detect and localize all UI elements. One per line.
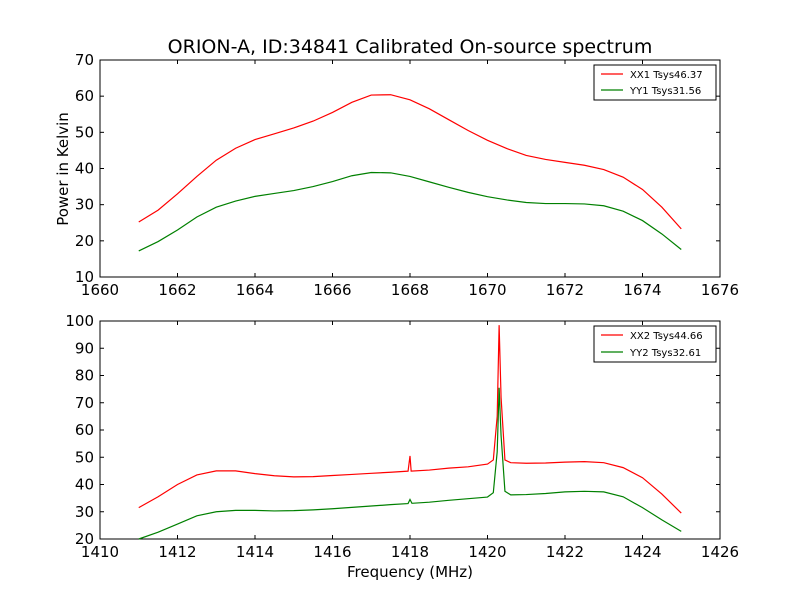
top-x-tick-label: 1676 bbox=[701, 281, 739, 299]
top-x-tick-label: 1674 bbox=[623, 281, 661, 299]
bottom-x-tick-label: 1412 bbox=[158, 543, 196, 561]
chart-title: ORION-A, ID:34841 Calibrated On-source s… bbox=[168, 36, 653, 58]
bottom-y-tick-label: 70 bbox=[75, 394, 94, 412]
bottom-y-tick-label: 20 bbox=[75, 530, 94, 548]
top-series-line-1 bbox=[138, 171, 682, 252]
top-x-tick-label: 1666 bbox=[313, 281, 351, 299]
bottom-y-tick-label: 50 bbox=[75, 448, 94, 466]
top-y-tick-label: 40 bbox=[75, 160, 94, 178]
top-series-line-0 bbox=[138, 94, 682, 230]
top-legend-box bbox=[593, 64, 717, 101]
bottom-y-tick-label: 100 bbox=[65, 312, 94, 330]
bottom-y-tick-label: 30 bbox=[75, 503, 94, 521]
bottom-x-tick-label: 1414 bbox=[236, 543, 274, 561]
bottom-plot: 1410 1412 1414 1416 1418 1420 1422 1424 1426 20 30… bbox=[65, 312, 739, 561]
top-y-tick-label: 20 bbox=[75, 232, 94, 250]
x-axis-label: Frequency (MHz) bbox=[347, 563, 473, 581]
bottom-x-tick-label: 1420 bbox=[468, 543, 506, 561]
top-x-tick-label: 1664 bbox=[236, 281, 274, 299]
top-series-lines bbox=[138, 94, 682, 252]
bottom-axes: 1410 1412 1414 1416 1418 1420 1422 1424 1426 20 30… bbox=[65, 312, 739, 561]
top-y-tick-label: 50 bbox=[75, 123, 94, 141]
bottom-x-tick-label: 1416 bbox=[313, 543, 351, 561]
bottom-y-tick-label: 60 bbox=[75, 421, 94, 439]
top-x-tick-label: 1668 bbox=[391, 281, 429, 299]
bottom-series-line-0 bbox=[138, 325, 682, 514]
top-x-tick-label: 1670 bbox=[468, 281, 506, 299]
bottom-legend-label-xx2: XX2 Tsys44.66 bbox=[630, 331, 703, 342]
bottom-x-tick-label: 1418 bbox=[391, 543, 429, 561]
bottom-y-tick-label: 40 bbox=[75, 476, 94, 494]
bottom-y-tick-label: 90 bbox=[75, 339, 94, 357]
bottom-y-tick-label: 80 bbox=[75, 367, 94, 385]
bottom-x-tick-label: 1424 bbox=[623, 543, 661, 561]
bottom-legend: XX2 Tsys44.66 YY2 Tsys32.61 bbox=[593, 325, 717, 363]
top-plot: 1660 1662 1664 1666 1668 1670 1672 1674 1676 10 20… bbox=[75, 51, 739, 299]
top-legend: XX1 Tsys46.37 YY1 Tsys31.56 bbox=[593, 64, 717, 101]
top-x-tick-label: 1662 bbox=[158, 281, 196, 299]
bottom-legend-label-yy2: YY2 Tsys32.61 bbox=[629, 348, 701, 359]
top-legend-label-yy1: YY1 Tsys31.56 bbox=[629, 86, 701, 97]
top-y-tick-label: 60 bbox=[75, 87, 94, 105]
top-y-tick-label: 70 bbox=[75, 51, 94, 69]
bottom-series-lines bbox=[138, 325, 682, 540]
bottom-x-tick-label: 1426 bbox=[701, 543, 739, 561]
bottom-x-tick-label: 1422 bbox=[546, 543, 584, 561]
bottom-legend-box bbox=[593, 325, 717, 363]
top-y-tick-label: 10 bbox=[75, 268, 94, 286]
top-x-tick-label: 1660 bbox=[81, 281, 119, 299]
bottom-x-tick-label: 1410 bbox=[81, 543, 119, 561]
top-axes: 1660 1662 1664 1666 1668 1670 1672 1674 1676 10 20… bbox=[75, 51, 739, 299]
top-legend-label-xx1: XX1 Tsys46.37 bbox=[630, 70, 703, 81]
top-y-tick-label: 30 bbox=[75, 196, 94, 214]
y-axis-label: Power in Kelvin bbox=[54, 112, 72, 226]
bottom-series-line-1 bbox=[138, 387, 682, 540]
top-x-tick-label: 1672 bbox=[546, 281, 584, 299]
